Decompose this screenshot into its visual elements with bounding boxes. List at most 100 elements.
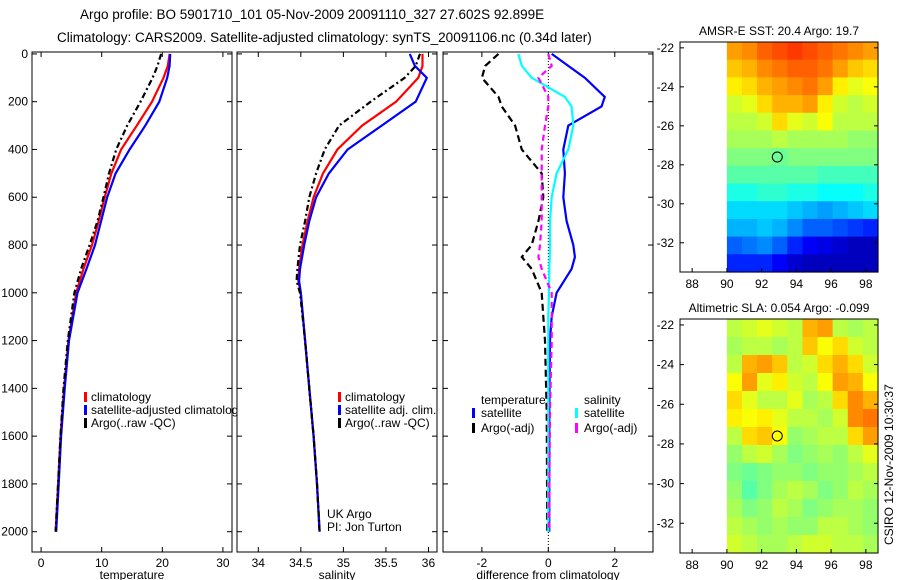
heatmap-cell [802,517,819,536]
heatmap-cell [802,77,819,96]
legend-label: Argo(-adj) [584,421,637,435]
heatmap-cell [757,319,773,338]
heatmap-cell [847,130,864,149]
heatmap-cell [742,112,758,132]
heatmap-cell [832,95,849,114]
heatmap-cell [772,517,788,536]
heatmap-cell [726,59,743,78]
heatmap-cell [817,463,834,482]
heatmap-cell [847,517,864,536]
heatmap-cell [742,95,758,114]
heatmap-cell [726,254,743,273]
heatmap-cell [817,42,834,61]
heatmap-cell [742,481,758,500]
heatmap-cell [832,148,849,167]
heatmap-cell [726,42,743,61]
heatmap-cell [787,165,804,185]
heatmap-cell [772,254,788,273]
x-tick-label: 30 [216,556,230,570]
heatmap-cell [862,445,879,464]
heatmap-cell [817,409,834,428]
heatmap-cell [757,236,773,255]
heatmap-cell [802,463,819,482]
heatmap-cell [757,201,773,220]
heatmap-cell [757,409,773,428]
heatmap-cell [726,481,743,500]
heatmap-cell [757,337,773,356]
heatmap-cell [862,391,879,410]
heatmap-cell [802,236,819,255]
heatmap-cell [847,218,864,238]
csiro-timestamp: CSIRO 12-Nov-2009 10:30:37 [882,384,896,545]
heatmap-cell [802,535,819,554]
axes-box [679,318,879,554]
heatmap-cell [862,535,879,554]
heatmap-cell [772,165,788,185]
heatmap-cell [862,337,879,356]
heatmap-cell [757,183,773,202]
x-tick-label: 92 [755,277,769,291]
heatmap-cell [787,236,804,255]
heatmap-cell [787,535,804,554]
heatmap-cell [757,42,773,61]
heatmap-cell [832,42,849,61]
heatmap-cell [772,148,788,167]
heatmap-cell [787,218,804,238]
heatmap-cell [726,355,743,374]
heatmap-cell [817,319,834,338]
heatmap-cell [772,409,788,428]
heatmap-cell [726,148,743,167]
heatmap-cell [802,337,819,356]
heatmap-cell [817,254,834,273]
x-tick-label: 90 [720,277,734,291]
heatmap-cell [802,319,819,338]
heatmap-cell [787,391,804,410]
legend-swatch [84,392,87,402]
x-axis-label: difference from climatology [476,568,619,580]
heatmap-cell [726,517,743,536]
heatmap-cell [726,319,743,338]
heatmap-cell [787,499,804,518]
heatmap-cell [832,409,849,428]
heatmap-cell [817,148,834,167]
y-tick-label: 1400 [1,381,28,395]
heatmap-cell [742,254,758,273]
heatmap-cell [757,445,773,464]
heatmap-cell [787,254,804,273]
series-line-satellite-adj-clim- [297,53,429,532]
y-tick-label: 800 [8,238,28,252]
x-tick-label: 98 [859,558,873,572]
heatmap-cell [817,218,834,238]
heatmap-cell [847,481,864,500]
legend-swatch [84,418,87,428]
map-title: Altimetric SLA: 0.054 Argo: -0.099 [689,301,870,315]
axes-box [679,41,879,273]
heatmap-cell [847,463,864,482]
heatmap-cell [817,165,834,185]
heatmap-cell [726,236,743,255]
heatmap-cell [772,183,788,202]
axes-box [31,51,233,553]
heatmap-cell [862,499,879,518]
heatmap-cell [757,148,773,167]
heatmap-cell [726,445,743,464]
heatmap-cell [757,95,773,114]
heatmap-cell [742,391,758,410]
heatmap-cell [862,355,879,374]
x-tick-label: 0 [38,556,45,570]
x-tick-label: 35.5 [374,556,398,570]
y-tick-label: -28 [657,437,675,451]
temperature-panel: 0 10 20 30 0 200 400 600 800 1000 1200 1400 1600 1800… [1,47,244,580]
heatmap-cell [862,409,879,428]
heatmap-cell [726,130,743,149]
legend-swatch [84,405,87,415]
heatmap-cell [847,337,864,356]
heatmap-cell [787,337,804,356]
heatmap-cell [802,183,819,202]
legend-label: Argo(-adj) [481,421,534,435]
heatmap-cell [832,535,849,554]
heatmap-cell [726,409,743,428]
x-tick-label: 2 [611,556,618,570]
heatmap-cell [817,77,834,96]
